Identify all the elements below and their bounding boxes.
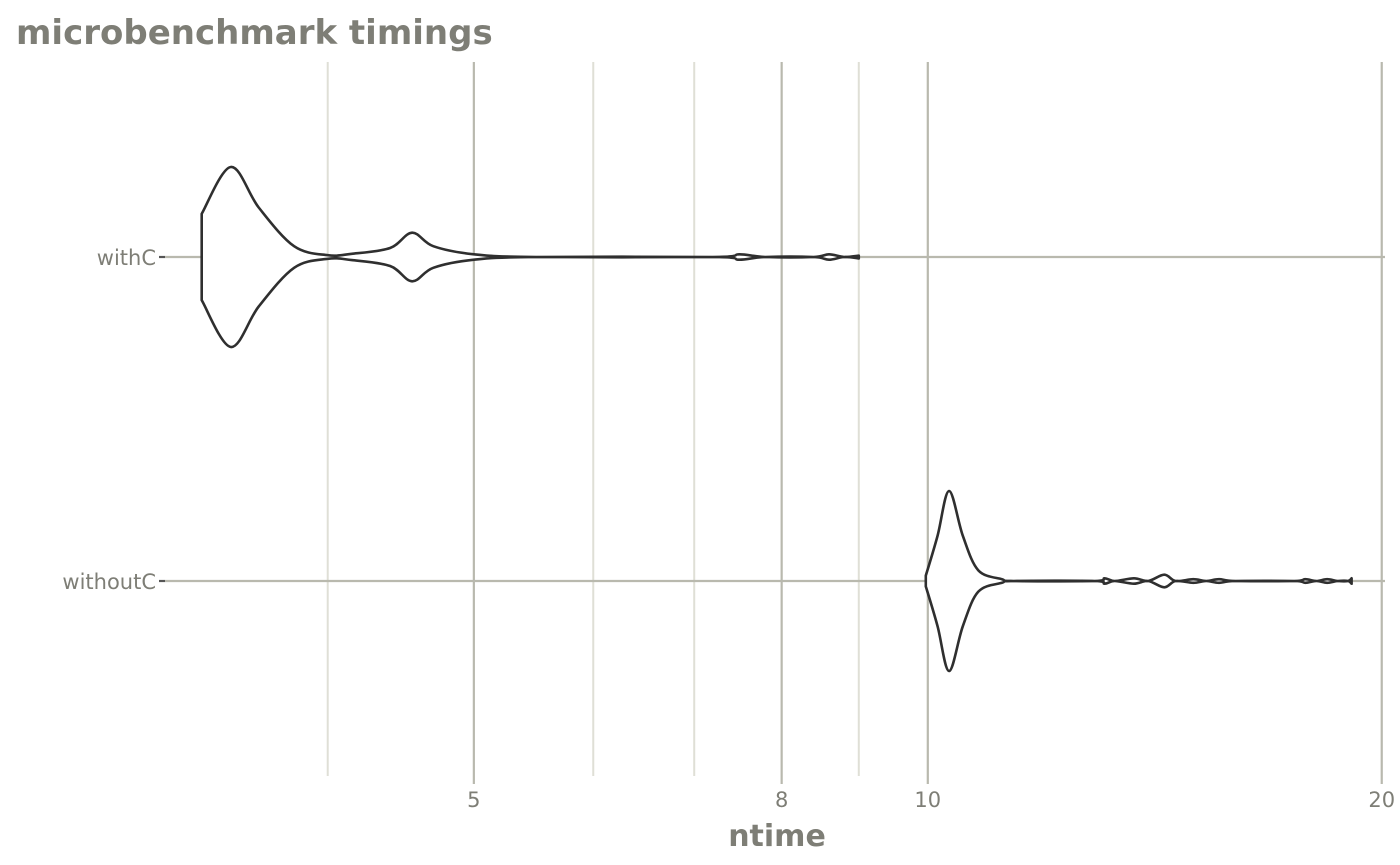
x-tick-label: 20 [1368,788,1395,812]
x-tick-label: 10 [914,788,941,812]
chart-title: microbenchmark timings [16,13,493,53]
major-gridlines [165,62,1385,776]
x-axis: 5 8 10 20 [467,776,1395,812]
y-tick-label: withoutC [62,570,156,594]
violin-withC [200,165,861,349]
x-tick-label: 5 [467,788,480,812]
violin-withoutC [924,489,1353,673]
y-axis: withC withoutC [62,246,165,594]
minor-gridlines [326,62,860,776]
x-axis-label: ntime [728,819,826,854]
y-tick-label: withC [97,246,156,270]
violins [200,165,1353,673]
x-tick-label: 8 [775,788,788,812]
